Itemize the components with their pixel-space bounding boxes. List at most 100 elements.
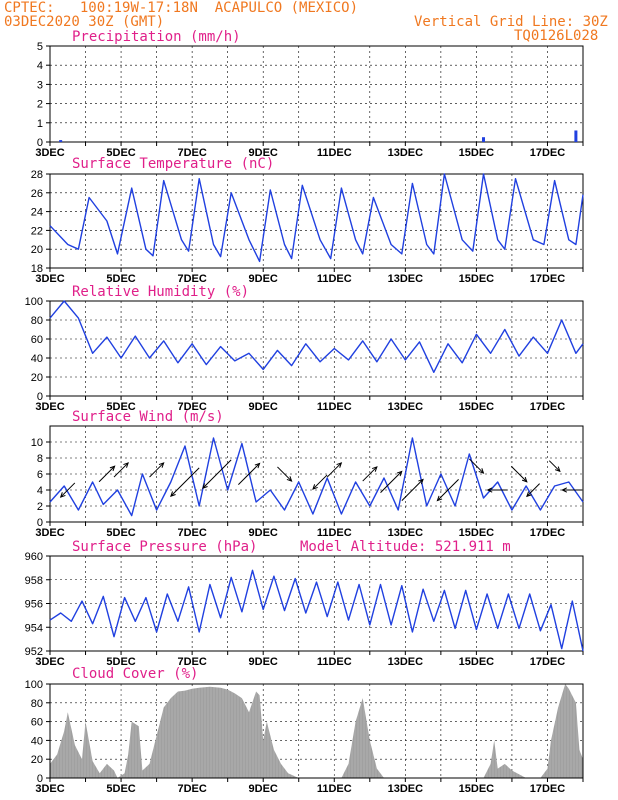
cloud-cover-xtick-label: 13DEC xyxy=(388,783,424,795)
pressure-series-line xyxy=(49,569,584,652)
precipitation-ytick-label: 2 xyxy=(37,99,43,111)
cloud-cover-xtick-label: 17DEC xyxy=(530,783,566,795)
temperature-plot-frame xyxy=(49,173,584,269)
precipitation-xtick-label: 3DEC xyxy=(35,147,64,159)
humidity-panel: 0 20 40 60 80 100 3DEC 5DEC 7DEC 9DEC 11DEC 13DEC 15… xyxy=(25,284,584,413)
coordinates: 100:19W-17:18N xyxy=(79,0,198,16)
pressure-xtick-label: 9DEC xyxy=(249,656,278,668)
precipitation-title: Precipitation (mm/h) xyxy=(72,29,241,45)
pressure-title: Surface Pressure (hPa) xyxy=(72,539,257,555)
precipitation-panel: 0 1 2 3 4 5 3DEC 5DEC 7DEC 9DEC 11DEC 13DEC 15DEC 17D… xyxy=(35,29,584,159)
temperature-xtick-label: 15DEC xyxy=(459,273,495,285)
cloud-cover-panel: 0 20 40 60 80 100 3DEC 5DEC 7DEC 9DEC 11DEC 13DEC 15… xyxy=(25,666,584,795)
wind-xtick-label: 7DEC xyxy=(177,527,206,539)
temperature-xtick-label: 17DEC xyxy=(530,273,566,285)
wind-ytick-label: 4 xyxy=(37,485,43,497)
humidity-xtick-label: 9DEC xyxy=(249,401,278,413)
precipitation-xtick-label: 13DEC xyxy=(388,147,424,159)
cloud-cover-area xyxy=(50,684,583,778)
pressure-xtick-label: 15DEC xyxy=(459,656,495,668)
pressure-ytick-label: 960 xyxy=(25,551,43,563)
model-altitude-annotation: Model Altitude: 521.911 m xyxy=(300,539,511,555)
precipitation-xtick-label: 5DEC xyxy=(106,147,135,159)
precipitation-bar xyxy=(482,137,486,142)
wind-vector-arrow xyxy=(401,478,424,501)
wind-ytick-label: 6 xyxy=(37,469,43,481)
cloud-cover-xtick-label: 9DEC xyxy=(249,783,278,795)
wind-ytick-label: 0 xyxy=(37,517,43,529)
wind-xtick-label: 11DEC xyxy=(317,527,352,539)
humidity-ytick-label: 0 xyxy=(37,391,43,403)
wind-vector-arrow xyxy=(510,465,528,483)
wind-vector-arrow xyxy=(436,479,459,502)
pressure-xtick-label: 13DEC xyxy=(388,656,424,668)
cloud-cover-frame-overlay xyxy=(49,683,584,779)
pressure-xtick-label: 5DEC xyxy=(106,656,135,668)
wind-vector-arrow xyxy=(277,466,293,482)
humidity-title: Relative Humidity (%) xyxy=(72,284,249,300)
wind-vector-arrow xyxy=(486,487,508,493)
wind-xtick-label: 9DEC xyxy=(249,527,278,539)
wind-vector-arrow xyxy=(468,458,485,474)
wind-ytick-label: 2 xyxy=(37,501,43,513)
wind-vector-arrow xyxy=(326,462,343,478)
wind-vector-arrow xyxy=(238,462,261,485)
temperature-series-line xyxy=(49,173,584,263)
temperature-xtick-label: 7DEC xyxy=(177,273,206,285)
run-date: 03DEC2020 30Z (GMT) xyxy=(4,14,165,30)
header-line-1: CPTEC: 100:19W-17:18N ACAPULCO (MEXICO) xyxy=(4,1,358,15)
precipitation-xtick-label: 9DEC xyxy=(249,147,278,159)
cloud-cover-ytick-label: 40 xyxy=(31,735,43,747)
grid-line-note: Vertical Grid Line: 30Z xyxy=(414,14,608,30)
wind-vector-arrow xyxy=(113,462,129,478)
cloud-cover-xtick-label: 7DEC xyxy=(177,783,206,795)
temperature-ytick-label: 28 xyxy=(31,169,43,181)
precipitation-ytick-label: 5 xyxy=(37,41,43,53)
cloud-cover-ytick-label: 80 xyxy=(31,698,43,710)
humidity-xtick-label: 15DEC xyxy=(459,401,495,413)
precipitation-ytick-label: 0 xyxy=(37,137,43,149)
cloud-cover-ytick-label: 60 xyxy=(31,717,43,729)
cloud-cover-xtick-label: 3DEC xyxy=(35,783,64,795)
precipitation-bar xyxy=(574,130,578,142)
humidity-plot-frame xyxy=(49,300,584,397)
humidity-ytick-label: 20 xyxy=(31,372,43,384)
precipitation-ytick-label: 3 xyxy=(37,79,43,91)
temperature-ytick-label: 26 xyxy=(31,188,43,200)
wind-vector-arrow xyxy=(526,483,540,498)
humidity-ytick-label: 60 xyxy=(31,334,43,346)
pressure-xtick-label: 3DEC xyxy=(35,656,64,668)
humidity-xtick-label: 3DEC xyxy=(35,401,64,413)
location-name: ACAPULCO (MEXICO) xyxy=(214,0,359,16)
wind-xtick-label: 15DEC xyxy=(459,527,495,539)
wind-series-line xyxy=(49,437,584,517)
wind-ytick-label: 10 xyxy=(31,437,43,449)
cloud-cover-ytick-label: 0 xyxy=(37,773,43,785)
precipitation-ytick-label: 4 xyxy=(37,60,43,72)
temperature-ytick-label: 24 xyxy=(31,207,43,219)
wind-xtick-label: 5DEC xyxy=(106,527,135,539)
precipitation-xtick-label: 15DEC xyxy=(459,147,495,159)
humidity-ytick-label: 40 xyxy=(31,353,43,365)
humidity-xtick-label: 17DEC xyxy=(530,401,566,413)
humidity-xtick-label: 5DEC xyxy=(106,401,135,413)
cloud-cover-ytick-label: 20 xyxy=(31,754,43,766)
temperature-xtick-label: 9DEC xyxy=(249,273,278,285)
wind-title: Surface Wind (m/s) xyxy=(72,409,224,425)
precipitation-plot-frame xyxy=(49,45,584,143)
wind-xtick-label: 17DEC xyxy=(530,527,566,539)
precipitation-ytick-label: 1 xyxy=(37,118,43,130)
wind-vector-arrow xyxy=(149,462,165,478)
wind-vector-arrow xyxy=(202,459,232,489)
wind-vector-arrow xyxy=(548,460,561,473)
wind-ytick-label: 8 xyxy=(37,453,43,465)
wind-vector-arrow xyxy=(59,482,76,498)
precipitation-bar xyxy=(59,140,63,142)
pressure-ytick-label: 952 xyxy=(25,646,43,658)
pressure-xtick-label: 7DEC xyxy=(177,656,206,668)
precipitation-xtick-label: 11DEC xyxy=(317,147,352,159)
wind-vector-arrow xyxy=(561,487,583,493)
cloud-cover-title: Cloud Cover (%) xyxy=(72,666,198,682)
